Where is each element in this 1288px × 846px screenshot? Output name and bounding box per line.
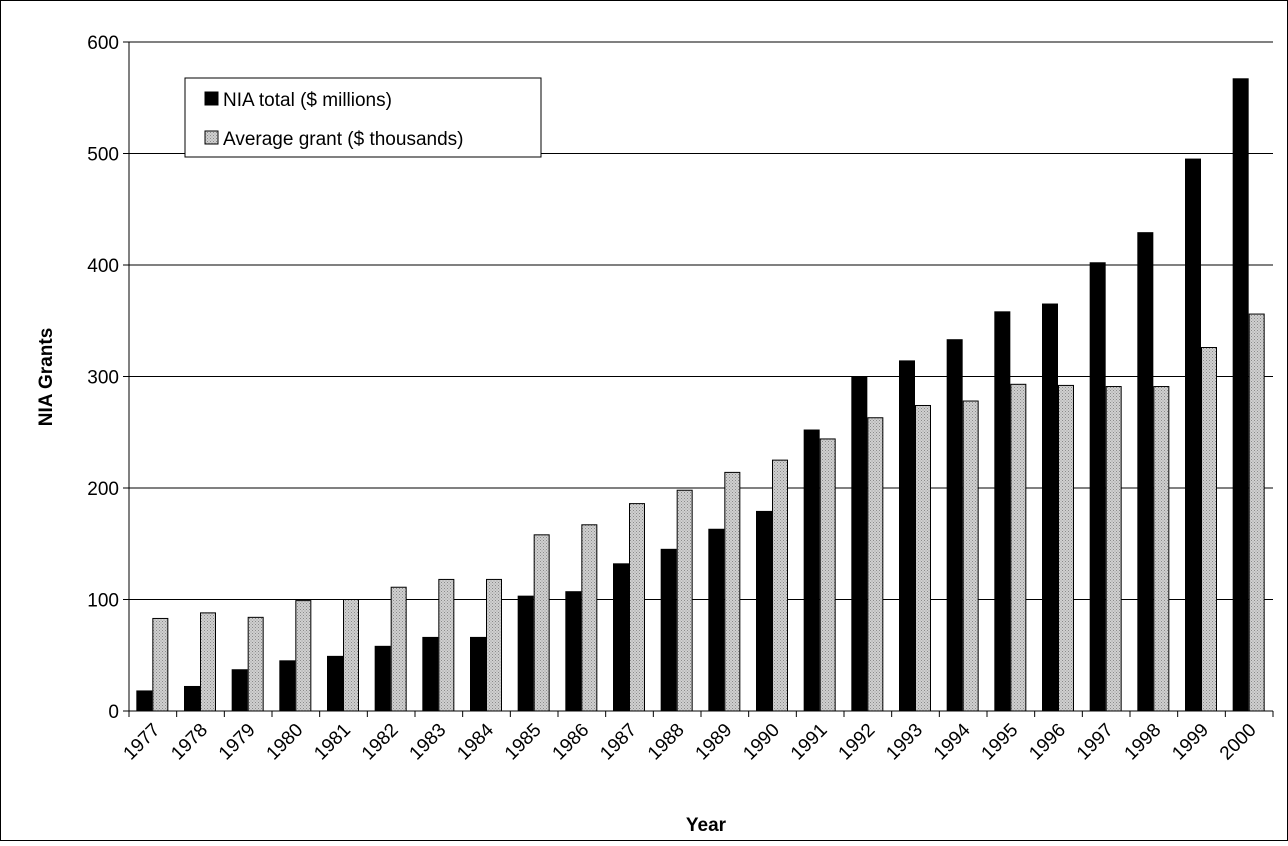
x-tick-label: 1992 [835, 720, 880, 765]
x-tick-label: 1985 [501, 720, 546, 765]
bars [136, 78, 1265, 712]
x-tick-label: 1991 [787, 720, 832, 765]
bar-nia-total [184, 685, 200, 712]
x-tick-label: 1998 [1121, 720, 1166, 765]
bar-average-grant [1105, 386, 1122, 712]
bar-average-grant [200, 612, 216, 712]
x-tick-label: 1984 [453, 719, 498, 764]
bar-average-grant [819, 438, 836, 712]
x-tick-label: 1994 [930, 719, 975, 764]
bar-average-grant [962, 400, 979, 712]
bar-nia-total [708, 528, 725, 712]
bar-average-grant [772, 459, 788, 712]
bar-average-grant [1248, 313, 1265, 712]
bar-average-grant [247, 616, 264, 712]
x-tick-label: 1988 [644, 720, 689, 765]
legend-label-nia-total: NIA total ($ millions) [223, 90, 392, 111]
x-tick-label: 1982 [358, 720, 403, 765]
x-tick-label: 1993 [882, 720, 927, 765]
bar-average-grant [676, 489, 693, 712]
legend-box [184, 77, 542, 158]
x-tick-label: 1978 [167, 720, 212, 765]
bar-average-grant [1201, 347, 1217, 712]
bar-nia-total [899, 360, 915, 712]
y-tick-label: 300 [87, 368, 119, 389]
bar-nia-total [660, 548, 677, 712]
x-tick-label: 1997 [1073, 720, 1118, 765]
x-tick-label: 1999 [1168, 720, 1213, 765]
x-tick-label: 2000 [1216, 720, 1261, 765]
y-tick-label: 100 [87, 591, 119, 612]
y-tick-labels: 0 100 200 300 400 500 600 [87, 33, 119, 723]
bar-nia-total [565, 591, 582, 712]
legend-swatch-average-grant [204, 130, 219, 145]
y-tick-label: 400 [87, 256, 119, 277]
x-tick-label: 1995 [978, 720, 1023, 765]
y-tick-label: 200 [87, 479, 119, 500]
bar-average-grant [343, 599, 359, 712]
bar-nia-total [803, 429, 820, 712]
bar-average-grant [867, 417, 884, 712]
bar-average-grant [486, 578, 502, 712]
bar-nia-total [231, 669, 248, 712]
bar-average-grant [915, 404, 931, 712]
bar-nia-total [851, 376, 868, 712]
bar-nia-total [279, 660, 296, 712]
bar-nia-total [1185, 158, 1201, 712]
x-axis-title: Year [686, 815, 727, 836]
y-axis-title: NIA Grants [36, 328, 57, 427]
x-tick-labels: 1977 1978 1979 1980 1981 1982 1983 1984 1985 1986… [120, 719, 1261, 764]
y-tick-label: 600 [87, 33, 119, 54]
x-tick-label: 1996 [1025, 720, 1070, 765]
legend-swatch-nia-total [204, 91, 219, 106]
bar-nia-total [613, 563, 629, 712]
bar-nia-total [1089, 262, 1106, 712]
bar-nia-total [327, 655, 343, 712]
x-tick-label: 1983 [406, 720, 451, 765]
bar-nia-total [517, 595, 534, 712]
x-tick-label: 1981 [310, 720, 355, 765]
bar-nia-total [994, 311, 1011, 712]
legend-label-average-grant: Average grant ($ thousands) [223, 129, 463, 150]
bar-nia-total [1232, 78, 1249, 712]
x-tick-label: 1987 [596, 720, 641, 765]
x-tick-label: 1980 [263, 720, 308, 765]
axes [123, 41, 1274, 717]
bar-nia-total [1137, 232, 1154, 712]
bar-average-grant [1058, 384, 1074, 712]
bar-average-grant [581, 524, 598, 712]
bar-nia-total [136, 690, 153, 712]
x-tick-label: 1990 [739, 720, 784, 765]
x-tick-label: 1979 [215, 720, 260, 765]
x-tick-label: 1977 [120, 720, 165, 765]
y-tick-label: 500 [87, 145, 119, 166]
bar-average-grant [295, 600, 312, 712]
bar-average-grant [533, 534, 550, 712]
bar-average-grant [152, 617, 169, 712]
bar-average-grant [1010, 383, 1027, 712]
bar-nia-total [470, 636, 486, 712]
bar-average-grant [629, 503, 645, 712]
bar-nia-total [422, 636, 439, 712]
legend: NIA total ($ millions) Average grant ($ … [184, 77, 542, 158]
bar-average-grant [390, 586, 407, 712]
bar-nia-total [1042, 303, 1058, 712]
bar-average-grant [438, 578, 455, 712]
bar-average-grant [1153, 386, 1170, 712]
bar-nia-total [374, 645, 391, 712]
x-tick-label: 1986 [549, 720, 594, 765]
bar-average-grant [724, 471, 741, 712]
y-tick-label: 0 [108, 702, 119, 723]
x-tick-label: 1989 [692, 720, 737, 765]
bar-nia-total [946, 339, 963, 712]
bar-nia-total [756, 510, 772, 712]
